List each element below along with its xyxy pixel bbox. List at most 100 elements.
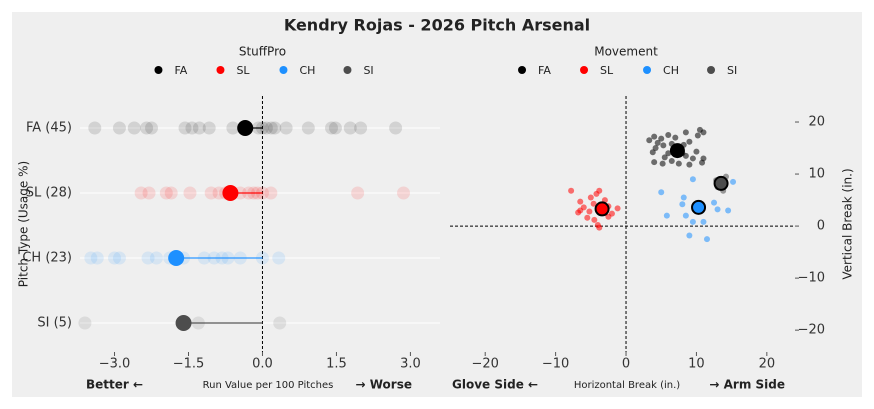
pitch-point: [145, 121, 159, 135]
pitch-point: [328, 121, 342, 135]
pitch-point: [680, 194, 687, 201]
pitch-point: [682, 129, 689, 136]
mean-marker: [175, 315, 192, 331]
y-tick-label: −10: [798, 271, 825, 286]
y-tick-label: −20: [798, 323, 825, 338]
pitch-point: [675, 160, 682, 167]
pitch-point: [140, 121, 154, 135]
y-tick-label: 0: [817, 219, 825, 234]
pitch-point: [351, 186, 365, 200]
pitch-point: [584, 214, 591, 221]
pitch-point: [663, 212, 670, 219]
pitch-point: [586, 208, 593, 215]
pitch-point: [587, 194, 594, 201]
pitch-point: [183, 186, 197, 200]
pitch-point: [679, 201, 686, 208]
pitch-point: [596, 224, 603, 231]
pitch-point: [212, 186, 226, 200]
pitch-point: [134, 186, 148, 200]
pitch-point: [689, 176, 696, 183]
pitch-point: [108, 251, 122, 265]
pitch-point: [389, 121, 403, 135]
pitch-point: [646, 137, 653, 144]
pitch-point: [682, 212, 689, 219]
pitch-point: [141, 251, 155, 265]
x-axis-label: Run Value per 100 Pitches: [203, 380, 334, 391]
legend-title: StuffPro: [239, 45, 286, 59]
pitch-point: [78, 316, 92, 330]
y-tick-label: CH (23): [22, 251, 72, 266]
x-axis-label: Horizontal Break (in.): [574, 380, 680, 391]
pitch-point: [268, 121, 282, 135]
pitch-point: [127, 121, 141, 135]
y-axis-label: Pitch Type (Usage %): [17, 161, 31, 287]
x-label-right: → Worse: [356, 378, 412, 392]
legend-label: CH: [299, 64, 315, 77]
pitch-point: [185, 121, 199, 135]
pitch-point: [279, 121, 293, 135]
pitch-point: [686, 161, 693, 168]
x-label-left: Better ←: [86, 378, 143, 392]
pitch-point: [590, 200, 597, 207]
legend-label: CH: [663, 64, 679, 77]
mean-marker: [168, 250, 185, 266]
legend-marker: [343, 66, 352, 74]
pitch-point: [88, 121, 102, 135]
pitch-point: [272, 251, 286, 265]
pitch-point: [651, 159, 658, 166]
x-tick-label: 0: [622, 357, 630, 372]
legend-marker: [707, 66, 716, 74]
y-tick-label: SI (5): [37, 316, 72, 331]
pitch-point: [591, 216, 598, 223]
pitch-point: [730, 178, 737, 185]
pitch-point: [192, 121, 206, 135]
legend-label: FA: [538, 64, 551, 77]
x-tick-label: 3.0: [400, 357, 421, 372]
pitch-point: [665, 150, 672, 157]
legend-label: SI: [363, 64, 373, 77]
legend-label: FA: [174, 64, 187, 77]
y-axis-label: Vertical Break (in.): [841, 168, 855, 279]
x-tick-label: −20: [471, 357, 498, 372]
pitch-point: [689, 155, 696, 162]
pitch-point: [325, 121, 339, 135]
pitch-point: [164, 186, 178, 200]
legend-marker: [580, 66, 589, 74]
pitch-point: [575, 209, 582, 216]
legend-marker: [154, 66, 163, 74]
legend-label: SI: [727, 64, 737, 77]
legend-marker: [216, 66, 225, 74]
legend-label: SL: [236, 64, 250, 77]
x-tick-label: −1.5: [173, 357, 205, 372]
pitch-point: [614, 205, 621, 212]
x-tick-label: 20: [759, 357, 776, 372]
pitch-point: [301, 121, 315, 135]
x-label-right: → Arm Side: [709, 378, 785, 392]
pitch-point: [689, 218, 696, 225]
background: [12, 12, 862, 397]
pitch-point: [112, 251, 126, 265]
legend-marker: [279, 66, 288, 74]
pitch-point: [84, 251, 98, 265]
y-tick-label: SL (28): [26, 186, 72, 201]
pitch-point: [259, 121, 273, 135]
pitch-point: [660, 142, 667, 149]
pitch-point: [112, 121, 126, 135]
x-tick-label: 10: [688, 357, 705, 372]
pitch-point: [665, 132, 672, 139]
pitch-point: [226, 121, 240, 135]
pitch-point: [658, 189, 665, 196]
pitch-point: [682, 152, 689, 159]
pitch-point: [178, 121, 192, 135]
pitch-point: [568, 187, 575, 194]
pitch-point: [159, 186, 173, 200]
pitch-point: [343, 121, 357, 135]
pitch-point: [202, 121, 216, 135]
pitch-point: [149, 251, 163, 265]
chart-title: Kendry Rojas - 2026 Pitch Arsenal: [284, 16, 590, 35]
y-tick-label: 20: [808, 115, 825, 130]
pitch-point: [397, 186, 411, 200]
pitch-point: [264, 186, 278, 200]
pitch-point: [703, 236, 710, 243]
pitch-point: [686, 138, 693, 145]
